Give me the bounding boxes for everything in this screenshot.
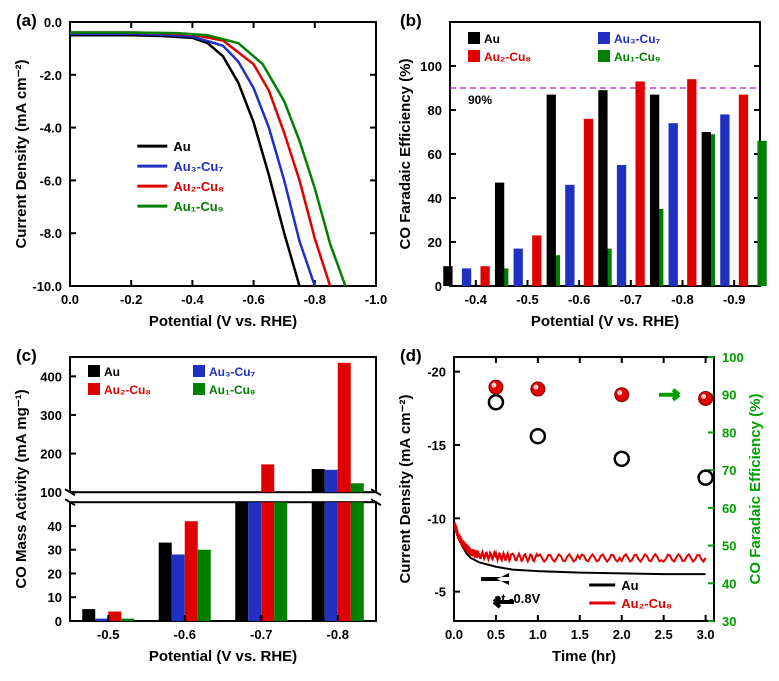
svg-text:Time (hr): Time (hr) [552, 648, 616, 665]
svg-text:-0.6: -0.6 [242, 292, 264, 307]
svg-text:-0.4: -0.4 [181, 292, 204, 307]
svg-text:Au₂-Cu₈: Au₂-Cu₈ [104, 383, 151, 397]
svg-text:(a): (a) [16, 11, 37, 30]
svg-text:CO Mass Activity (mA mg⁻¹): CO Mass Activity (mA mg⁻¹) [13, 389, 30, 588]
svg-text:30: 30 [48, 542, 62, 557]
svg-text:200: 200 [40, 446, 62, 461]
svg-text:2.5: 2.5 [655, 627, 673, 642]
svg-text:50: 50 [722, 538, 736, 553]
svg-text:400: 400 [40, 369, 62, 384]
svg-text:-2.0: -2.0 [40, 68, 62, 83]
svg-text:Potential (V vs. RHE): Potential (V vs. RHE) [149, 648, 297, 665]
svg-text:Au₃-Cu₇: Au₃-Cu₇ [209, 365, 256, 379]
svg-text:60: 60 [428, 147, 442, 162]
svg-text:-0.5: -0.5 [97, 627, 119, 642]
svg-text:80: 80 [428, 103, 442, 118]
svg-text:10: 10 [48, 590, 62, 605]
svg-text:20: 20 [428, 235, 442, 250]
svg-text:3.0: 3.0 [697, 627, 715, 642]
svg-text:30: 30 [722, 614, 736, 629]
svg-text:0.0: 0.0 [44, 15, 62, 30]
svg-text:-5: -5 [434, 584, 446, 599]
svg-text:Au₁-Cu₉: Au₁-Cu₉ [614, 50, 660, 64]
svg-text:-10: -10 [427, 511, 446, 526]
svg-text:Au: Au [104, 365, 120, 379]
svg-text:-0.6: -0.6 [174, 627, 196, 642]
svg-text:100: 100 [722, 350, 744, 365]
svg-text:-0.6: -0.6 [568, 292, 590, 307]
svg-text:-10.0: -10.0 [32, 279, 62, 294]
svg-text:Au: Au [484, 32, 500, 46]
svg-text:CO Faradaic Efficiency (%): CO Faradaic Efficiency (%) [747, 393, 764, 584]
svg-text:0: 0 [435, 279, 442, 294]
svg-text:0.0: 0.0 [61, 292, 79, 307]
svg-text:Au₃-Cu₇: Au₃-Cu₇ [614, 32, 661, 46]
svg-text:Au₁-Cu₉: Au₁-Cu₉ [209, 383, 255, 397]
svg-text:Current Density (mA cm⁻²): Current Density (mA cm⁻²) [397, 394, 414, 583]
svg-text:-0.7: -0.7 [620, 292, 642, 307]
svg-text:CO Faradaic Efficiency (%): CO Faradaic Efficiency (%) [397, 59, 414, 250]
svg-text:Au: Au [621, 578, 638, 593]
svg-text:80: 80 [722, 425, 736, 440]
svg-text:60: 60 [722, 500, 736, 515]
svg-text:2.0: 2.0 [613, 627, 631, 642]
svg-text:300: 300 [40, 407, 62, 422]
svg-text:1.5: 1.5 [571, 627, 589, 642]
svg-text:-0.4: -0.4 [465, 292, 488, 307]
svg-text:at -0.8V: at -0.8V [494, 591, 541, 606]
svg-text:0.0: 0.0 [445, 627, 463, 642]
panel-c: 100 200 300 400 0 10 20 30 40 -0.5 -0.6 -0.7 -0.8 Pot… [8, 343, 388, 674]
panel-b: 0 20 40 60 80 100 90% -0.4 -0.5 -0.6 -0.7 -0.8 -0.9 P… [392, 8, 772, 339]
svg-text:40: 40 [48, 518, 62, 533]
svg-text:70: 70 [722, 463, 736, 478]
svg-text:Potential (V vs. RHE): Potential (V vs. RHE) [531, 313, 679, 330]
svg-text:-0.5: -0.5 [516, 292, 538, 307]
svg-text:-20: -20 [427, 364, 446, 379]
svg-text:-0.8: -0.8 [327, 627, 349, 642]
svg-text:90%: 90% [468, 93, 492, 107]
svg-text:-0.7: -0.7 [250, 627, 272, 642]
svg-text:Au₃-Cu₇: Au₃-Cu₇ [173, 159, 223, 174]
svg-text:20: 20 [48, 566, 62, 581]
svg-text:-6.0: -6.0 [40, 173, 62, 188]
svg-text:Current Density (mA cm⁻²): Current Density (mA cm⁻²) [13, 59, 30, 248]
svg-text:40: 40 [722, 576, 736, 591]
svg-text:-0.9: -0.9 [723, 292, 745, 307]
svg-text:1.0: 1.0 [529, 627, 547, 642]
svg-text:Au₂-Cu₈: Au₂-Cu₈ [621, 596, 672, 611]
svg-text:(b): (b) [400, 11, 422, 30]
svg-text:Au₁-Cu₉: Au₁-Cu₉ [173, 199, 223, 214]
svg-text:100: 100 [40, 485, 62, 500]
svg-text:90: 90 [722, 387, 736, 402]
svg-text:Au₂-Cu₈: Au₂-Cu₈ [173, 179, 224, 194]
svg-text:0: 0 [55, 614, 62, 629]
svg-text:-0.8: -0.8 [671, 292, 693, 307]
svg-text:0.5: 0.5 [487, 627, 505, 642]
svg-text:-15: -15 [427, 438, 446, 453]
svg-text:Potential (V vs. RHE): Potential (V vs. RHE) [149, 313, 297, 330]
svg-text:-1.0: -1.0 [365, 292, 387, 307]
panel-d: 0.0 0.5 1.0 1.5 2.0 2.5 3.0 -5 -10 -15 -20 30 40 50 60… [392, 343, 772, 674]
svg-text:(c): (c) [16, 346, 37, 365]
svg-text:Au: Au [173, 139, 190, 154]
svg-text:-0.8: -0.8 [304, 292, 326, 307]
svg-text:Au₂-Cu₈: Au₂-Cu₈ [484, 50, 531, 64]
svg-text:40: 40 [428, 191, 442, 206]
svg-text:-8.0: -8.0 [40, 226, 62, 241]
svg-text:100: 100 [420, 59, 442, 74]
svg-text:-4.0: -4.0 [40, 121, 62, 136]
panel-a: 0.0 -0.2 -0.4 -0.6 -0.8 -1.0 0.0 -2.0 -4.0 -6.0 -8… [8, 8, 388, 339]
svg-text:(d): (d) [400, 346, 422, 365]
svg-text:-0.2: -0.2 [120, 292, 142, 307]
